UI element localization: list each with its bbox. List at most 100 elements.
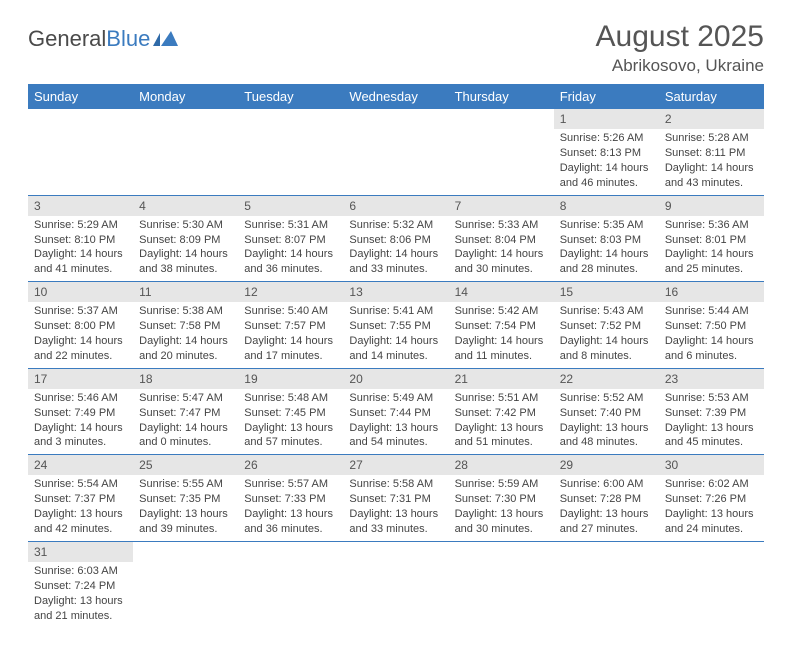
logo: GeneralBlue (28, 26, 179, 52)
sunrise-text: Sunrise: 5:36 AM (665, 218, 758, 233)
day-content: Sunrise: 5:55 AMSunset: 7:35 PMDaylight:… (133, 475, 238, 540)
day-content: Sunrise: 5:43 AMSunset: 7:52 PMDaylight:… (554, 302, 659, 367)
calendar-day-cell: 1Sunrise: 5:26 AMSunset: 8:13 PMDaylight… (554, 109, 659, 195)
sunrise-text: Sunrise: 5:51 AM (455, 391, 548, 406)
daylight-text: Daylight: 13 hours and 30 minutes. (455, 507, 548, 537)
calendar-day-cell: 29Sunrise: 6:00 AMSunset: 7:28 PMDayligh… (554, 455, 659, 542)
calendar-day-cell: 8Sunrise: 5:35 AMSunset: 8:03 PMDaylight… (554, 195, 659, 282)
sunset-text: Sunset: 7:37 PM (34, 492, 127, 507)
day-number: 28 (449, 455, 554, 475)
sunset-text: Sunset: 7:45 PM (244, 406, 337, 421)
sunrise-text: Sunrise: 5:53 AM (665, 391, 758, 406)
calendar-day-cell: 17Sunrise: 5:46 AMSunset: 7:49 PMDayligh… (28, 368, 133, 455)
day-content: Sunrise: 5:30 AMSunset: 8:09 PMDaylight:… (133, 216, 238, 281)
day-number: 23 (659, 369, 764, 389)
day-number: 10 (28, 282, 133, 302)
calendar-day-cell: 9Sunrise: 5:36 AMSunset: 8:01 PMDaylight… (659, 195, 764, 282)
weekday-header: Tuesday (238, 84, 343, 109)
sunrise-text: Sunrise: 5:40 AM (244, 304, 337, 319)
calendar-day-cell: 4Sunrise: 5:30 AMSunset: 8:09 PMDaylight… (133, 195, 238, 282)
day-number: 17 (28, 369, 133, 389)
calendar-day-cell (554, 541, 659, 627)
calendar-day-cell (449, 541, 554, 627)
day-content: Sunrise: 5:46 AMSunset: 7:49 PMDaylight:… (28, 389, 133, 454)
calendar-day-cell: 18Sunrise: 5:47 AMSunset: 7:47 PMDayligh… (133, 368, 238, 455)
weekday-header: Thursday (449, 84, 554, 109)
calendar-day-cell: 19Sunrise: 5:48 AMSunset: 7:45 PMDayligh… (238, 368, 343, 455)
sunrise-text: Sunrise: 5:41 AM (349, 304, 442, 319)
sunset-text: Sunset: 7:57 PM (244, 319, 337, 334)
day-content: Sunrise: 5:32 AMSunset: 8:06 PMDaylight:… (343, 216, 448, 281)
calendar-day-cell: 16Sunrise: 5:44 AMSunset: 7:50 PMDayligh… (659, 282, 764, 369)
day-content: Sunrise: 5:38 AMSunset: 7:58 PMDaylight:… (133, 302, 238, 367)
sunrise-text: Sunrise: 5:43 AM (560, 304, 653, 319)
sunrise-text: Sunrise: 5:33 AM (455, 218, 548, 233)
calendar-day-cell: 27Sunrise: 5:58 AMSunset: 7:31 PMDayligh… (343, 455, 448, 542)
sunset-text: Sunset: 8:09 PM (139, 233, 232, 248)
day-content: Sunrise: 5:57 AMSunset: 7:33 PMDaylight:… (238, 475, 343, 540)
daylight-text: Daylight: 14 hours and 20 minutes. (139, 334, 232, 364)
sunrise-text: Sunrise: 5:47 AM (139, 391, 232, 406)
day-content: Sunrise: 6:03 AMSunset: 7:24 PMDaylight:… (28, 562, 133, 627)
sunset-text: Sunset: 7:31 PM (349, 492, 442, 507)
day-number: 27 (343, 455, 448, 475)
calendar-day-cell: 24Sunrise: 5:54 AMSunset: 7:37 PMDayligh… (28, 455, 133, 542)
calendar-week-row: 1Sunrise: 5:26 AMSunset: 8:13 PMDaylight… (28, 109, 764, 195)
day-number: 8 (554, 196, 659, 216)
sunrise-text: Sunrise: 5:37 AM (34, 304, 127, 319)
calendar-day-cell (343, 541, 448, 627)
sunrise-text: Sunrise: 5:49 AM (349, 391, 442, 406)
sunrise-text: Sunrise: 5:30 AM (139, 218, 232, 233)
sunset-text: Sunset: 8:00 PM (34, 319, 127, 334)
calendar-day-cell (238, 541, 343, 627)
day-number: 14 (449, 282, 554, 302)
calendar-week-row: 17Sunrise: 5:46 AMSunset: 7:49 PMDayligh… (28, 368, 764, 455)
sunrise-text: Sunrise: 5:54 AM (34, 477, 127, 492)
daylight-text: Daylight: 13 hours and 24 minutes. (665, 507, 758, 537)
calendar-day-cell: 10Sunrise: 5:37 AMSunset: 8:00 PMDayligh… (28, 282, 133, 369)
day-number: 29 (554, 455, 659, 475)
logo-text-blue: Blue (106, 26, 150, 52)
day-number: 15 (554, 282, 659, 302)
daylight-text: Daylight: 14 hours and 14 minutes. (349, 334, 442, 364)
day-number: 22 (554, 369, 659, 389)
calendar-day-cell: 21Sunrise: 5:51 AMSunset: 7:42 PMDayligh… (449, 368, 554, 455)
sunset-text: Sunset: 7:28 PM (560, 492, 653, 507)
sunset-text: Sunset: 8:11 PM (665, 146, 758, 161)
sunset-text: Sunset: 8:04 PM (455, 233, 548, 248)
sunrise-text: Sunrise: 5:29 AM (34, 218, 127, 233)
sunset-text: Sunset: 7:26 PM (665, 492, 758, 507)
daylight-text: Daylight: 14 hours and 3 minutes. (34, 421, 127, 451)
day-content: Sunrise: 5:52 AMSunset: 7:40 PMDaylight:… (554, 389, 659, 454)
day-number: 5 (238, 196, 343, 216)
calendar-day-cell (449, 109, 554, 195)
daylight-text: Daylight: 14 hours and 43 minutes. (665, 161, 758, 191)
daylight-text: Daylight: 13 hours and 39 minutes. (139, 507, 232, 537)
calendar-page: GeneralBlue August 2025 Abrikosovo, Ukra… (0, 0, 792, 647)
calendar-day-cell: 28Sunrise: 5:59 AMSunset: 7:30 PMDayligh… (449, 455, 554, 542)
daylight-text: Daylight: 14 hours and 36 minutes. (244, 247, 337, 277)
calendar-day-cell: 7Sunrise: 5:33 AMSunset: 8:04 PMDaylight… (449, 195, 554, 282)
weekday-header: Saturday (659, 84, 764, 109)
weekday-header: Friday (554, 84, 659, 109)
daylight-text: Daylight: 14 hours and 25 minutes. (665, 247, 758, 277)
daylight-text: Daylight: 14 hours and 41 minutes. (34, 247, 127, 277)
calendar-table: Sunday Monday Tuesday Wednesday Thursday… (28, 84, 764, 627)
sunset-text: Sunset: 8:10 PM (34, 233, 127, 248)
sunset-text: Sunset: 7:55 PM (349, 319, 442, 334)
logo-text-general: General (28, 26, 106, 52)
day-number: 11 (133, 282, 238, 302)
day-content: Sunrise: 5:40 AMSunset: 7:57 PMDaylight:… (238, 302, 343, 367)
calendar-day-cell: 22Sunrise: 5:52 AMSunset: 7:40 PMDayligh… (554, 368, 659, 455)
sunrise-text: Sunrise: 5:44 AM (665, 304, 758, 319)
calendar-day-cell (343, 109, 448, 195)
calendar-day-cell: 25Sunrise: 5:55 AMSunset: 7:35 PMDayligh… (133, 455, 238, 542)
daylight-text: Daylight: 14 hours and 6 minutes. (665, 334, 758, 364)
sunrise-text: Sunrise: 5:46 AM (34, 391, 127, 406)
sunset-text: Sunset: 8:06 PM (349, 233, 442, 248)
day-content: Sunrise: 5:28 AMSunset: 8:11 PMDaylight:… (659, 129, 764, 194)
daylight-text: Daylight: 14 hours and 33 minutes. (349, 247, 442, 277)
calendar-day-cell: 13Sunrise: 5:41 AMSunset: 7:55 PMDayligh… (343, 282, 448, 369)
calendar-day-cell (133, 109, 238, 195)
day-content: Sunrise: 5:31 AMSunset: 8:07 PMDaylight:… (238, 216, 343, 281)
